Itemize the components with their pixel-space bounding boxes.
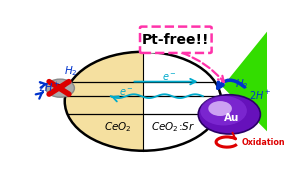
Text: $e^-$: $e^-$ — [119, 87, 134, 98]
Polygon shape — [143, 52, 221, 151]
Text: $2H^+$: $2H^+$ — [38, 81, 61, 94]
Circle shape — [208, 101, 232, 116]
Text: $2H^+$: $2H^+$ — [249, 89, 271, 102]
Text: $e^-$: $e^-$ — [162, 72, 177, 84]
Text: Pt-free!!: Pt-free!! — [142, 33, 210, 47]
FancyBboxPatch shape — [140, 27, 211, 53]
Text: Pt: Pt — [56, 84, 67, 93]
Circle shape — [198, 95, 260, 134]
Text: Au: Au — [224, 113, 239, 123]
Polygon shape — [65, 52, 143, 151]
Text: $H_2$: $H_2$ — [64, 65, 77, 78]
Circle shape — [200, 96, 247, 125]
Circle shape — [46, 79, 75, 97]
Text: $\mathit{CeO_2}$: $\mathit{CeO_2}$ — [104, 121, 132, 134]
Text: $\mathit{CeO_2\!:\!Sr}$: $\mathit{CeO_2\!:\!Sr}$ — [151, 121, 195, 134]
Text: $H_2$: $H_2$ — [235, 77, 249, 91]
Text: Oxidation: Oxidation — [242, 138, 286, 146]
Polygon shape — [222, 26, 272, 136]
